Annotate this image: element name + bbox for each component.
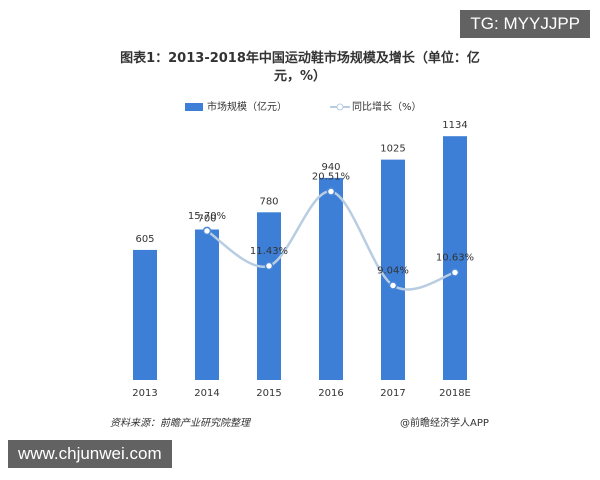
data-label: 1025	[380, 144, 405, 155]
data-label: 1134	[442, 120, 467, 131]
x-tick-label: 2013	[132, 388, 157, 399]
data-label: 15.70%	[188, 211, 226, 222]
x-tick-label: 2015	[256, 388, 281, 399]
legend-label: 市场规模（亿元）	[207, 100, 287, 113]
bar	[319, 177, 343, 380]
data-label: 940	[321, 162, 340, 173]
watermark: TG: MYYJJPP	[460, 10, 590, 38]
data-label: 700	[197, 214, 216, 225]
data-label: 780	[259, 196, 278, 207]
data-label: 20.51%	[312, 172, 350, 183]
bar	[443, 136, 467, 380]
data-label: 9.04%	[377, 265, 409, 276]
line-point	[388, 281, 398, 290]
watermark: www.chjunwei.com	[8, 440, 172, 468]
legend-label: 同比增长（%）	[352, 100, 422, 113]
x-tick-label: 2017	[380, 388, 405, 399]
line-point	[264, 261, 274, 271]
bar	[195, 229, 219, 380]
source-note: 资料来源：前瞻产业研究院整理	[110, 417, 252, 429]
x-tick-label: 2016	[318, 388, 343, 399]
credit-note: @前瞻经济学人APP	[400, 416, 489, 429]
data-label: 11.43%	[250, 246, 288, 257]
legend-swatch	[336, 103, 344, 111]
legend-swatch	[185, 103, 203, 111]
line-point	[450, 268, 460, 277]
data-label: 605	[135, 234, 154, 245]
chart-title: 图表1：2013-2018年中国运动鞋市场规模及增长（单位：亿元，%）	[120, 51, 480, 84]
line-point	[202, 226, 212, 236]
x-tick-label: 2014	[194, 388, 219, 399]
bar	[133, 249, 157, 380]
bar	[257, 212, 281, 380]
x-tick-label: 2018E	[439, 388, 471, 399]
data-label: 10.63%	[436, 252, 474, 263]
line-point	[326, 187, 336, 196]
bar	[381, 159, 405, 380]
